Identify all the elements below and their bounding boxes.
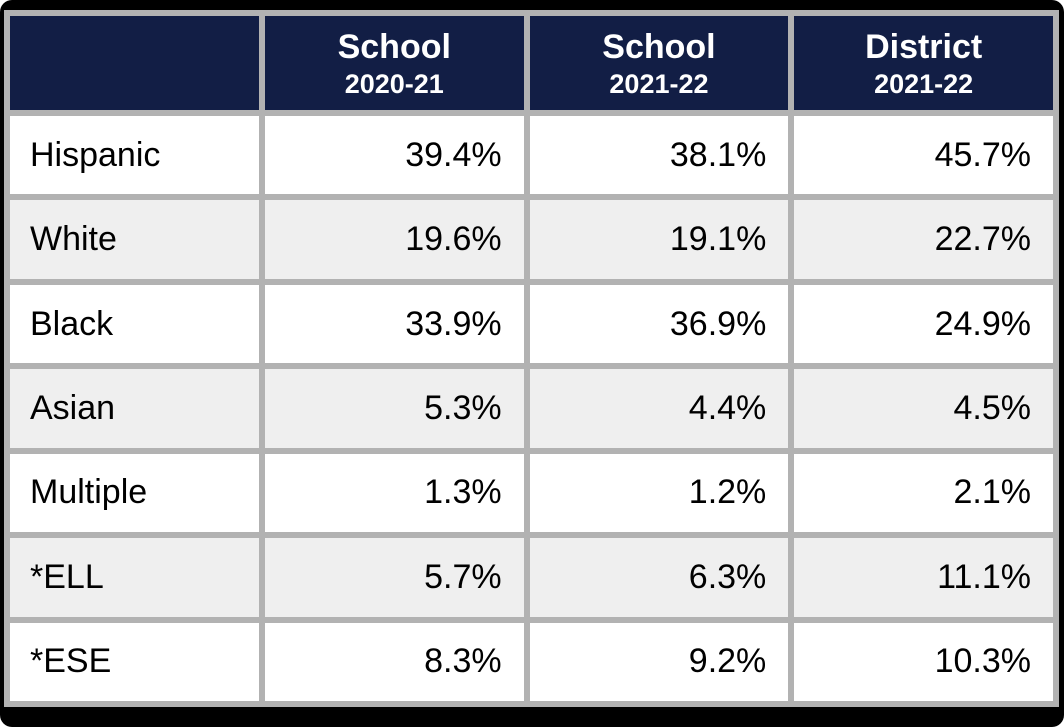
cell-value: 36.9% [523, 278, 795, 370]
table-row-asian: Asian 5.3% 4.4% 4.5% [4, 363, 1059, 454]
header-cell-school-2020-21: School 2020-21 [258, 10, 530, 116]
header-row: School 2020-21 School 2021-22 District 2… [4, 10, 1059, 116]
cell-value: 1.3% [258, 447, 530, 539]
cell-value: 6.3% [523, 532, 795, 623]
row-label: Black [4, 278, 265, 370]
row-label: White [4, 194, 265, 285]
cell-value: 1.2% [523, 447, 795, 539]
cell-value: 10.3% [788, 616, 1059, 708]
header-cell-district-2021-22: District 2021-22 [788, 10, 1059, 116]
row-label: Multiple [4, 447, 265, 539]
cell-value: 19.1% [523, 194, 795, 285]
row-label: *ELL [4, 532, 265, 623]
cell-value: 22.7% [788, 194, 1059, 285]
header-title: School [337, 28, 451, 67]
cell-value: 38.1% [523, 109, 795, 201]
cell-value: 33.9% [258, 278, 530, 370]
cell-value: 4.5% [788, 363, 1059, 454]
table-header: School 2020-21 School 2021-22 District 2… [4, 10, 1059, 116]
cell-value: 39.4% [258, 109, 530, 201]
demographics-table: School 2020-21 School 2021-22 District 2… [4, 10, 1059, 708]
table-row-ese: *ESE 8.3% 9.2% 10.3% [4, 616, 1059, 708]
cell-value: 19.6% [258, 194, 530, 285]
row-label: Hispanic [4, 109, 265, 201]
header-title: School [602, 28, 716, 67]
table-row-black: Black 33.9% 36.9% 24.9% [4, 278, 1059, 370]
header-cell-empty [4, 10, 265, 116]
cell-value: 45.7% [788, 109, 1059, 201]
cell-value: 11.1% [788, 532, 1059, 623]
header-title: District [865, 28, 983, 67]
cell-value: 8.3% [258, 616, 530, 708]
cell-value: 9.2% [523, 616, 795, 708]
cell-value: 2.1% [788, 447, 1059, 539]
table-row-hispanic: Hispanic 39.4% 38.1% 45.7% [4, 109, 1059, 201]
cell-value: 5.7% [258, 532, 530, 623]
cell-value: 4.4% [523, 363, 795, 454]
row-label: Asian [4, 363, 265, 454]
header-subtitle: 2021-22 [874, 68, 974, 99]
cell-value: 24.9% [788, 278, 1059, 370]
cell-value: 5.3% [258, 363, 530, 454]
table-body: Hispanic 39.4% 38.1% 45.7% White 19.6% 1… [4, 109, 1059, 708]
header-subtitle: 2020-21 [344, 68, 444, 99]
table-row-ell: *ELL 5.7% 6.3% 11.1% [4, 532, 1059, 623]
header-subtitle: 2021-22 [609, 68, 709, 99]
header-cell-school-2021-22: School 2021-22 [523, 10, 795, 116]
table-row-white: White 19.6% 19.1% 22.7% [4, 194, 1059, 285]
row-label: *ESE [4, 616, 265, 708]
table-row-multiple: Multiple 1.3% 1.2% 2.1% [4, 447, 1059, 539]
